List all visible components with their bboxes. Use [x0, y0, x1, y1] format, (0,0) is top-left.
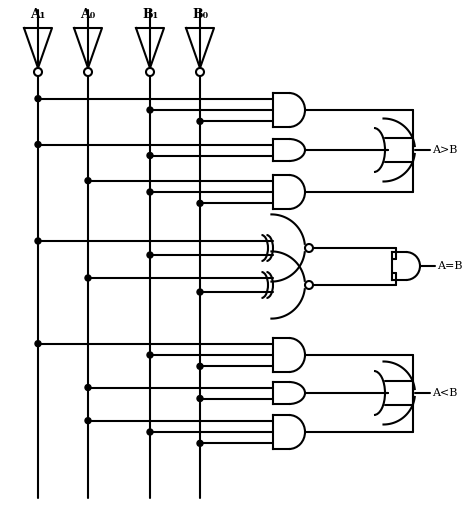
- Circle shape: [35, 141, 41, 148]
- Circle shape: [197, 363, 203, 370]
- Circle shape: [305, 281, 313, 289]
- Text: B₀: B₀: [192, 8, 208, 21]
- Text: A₀: A₀: [81, 8, 96, 21]
- Circle shape: [85, 275, 91, 281]
- Circle shape: [197, 118, 203, 124]
- Circle shape: [146, 68, 154, 76]
- Circle shape: [85, 418, 91, 424]
- Text: A=B: A=B: [437, 261, 463, 271]
- Circle shape: [35, 238, 41, 244]
- Text: B₁: B₁: [142, 8, 158, 21]
- Circle shape: [85, 178, 91, 183]
- Circle shape: [197, 200, 203, 206]
- Circle shape: [147, 153, 153, 158]
- Circle shape: [35, 96, 41, 102]
- Circle shape: [147, 352, 153, 358]
- Text: A<B: A<B: [432, 388, 457, 398]
- Text: A>B: A>B: [432, 145, 457, 155]
- Circle shape: [147, 189, 153, 195]
- Circle shape: [147, 429, 153, 435]
- Circle shape: [197, 440, 203, 446]
- Circle shape: [84, 68, 92, 76]
- Circle shape: [196, 68, 204, 76]
- Text: A₁: A₁: [31, 8, 46, 21]
- Circle shape: [147, 252, 153, 258]
- Circle shape: [147, 107, 153, 113]
- Circle shape: [34, 68, 42, 76]
- Circle shape: [35, 341, 41, 346]
- Circle shape: [85, 384, 91, 391]
- Circle shape: [197, 395, 203, 401]
- Circle shape: [197, 289, 203, 295]
- Circle shape: [305, 244, 313, 252]
